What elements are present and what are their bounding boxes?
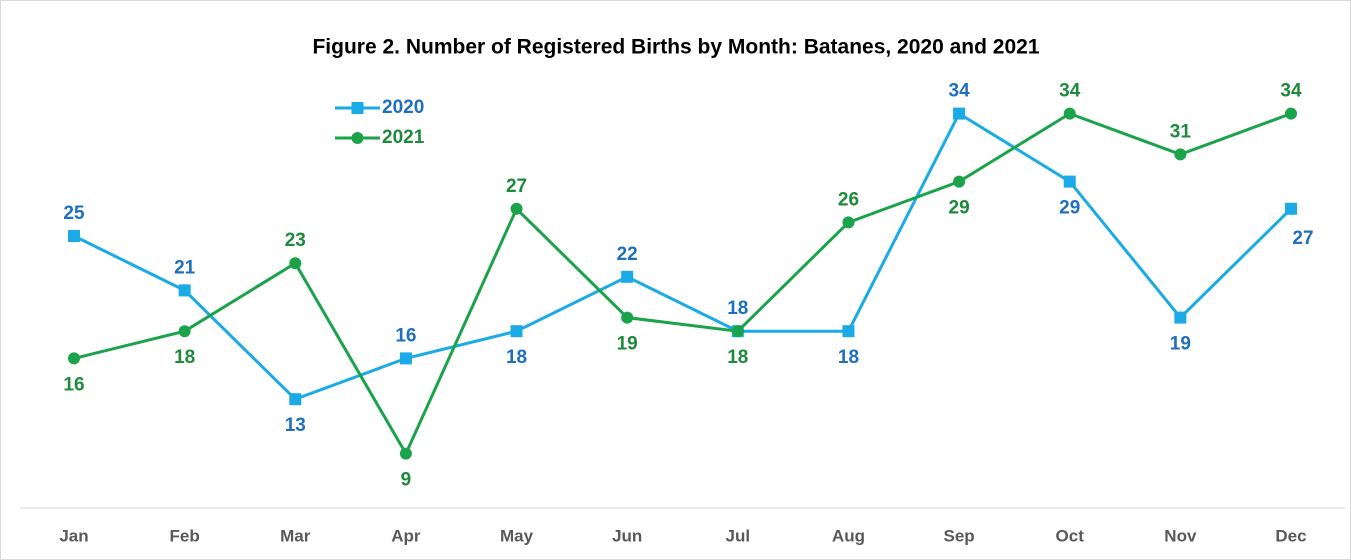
x-tick-label: Oct — [1056, 526, 1085, 545]
marker — [68, 230, 80, 242]
data-label: 9 — [401, 470, 412, 491]
data-label: 25 — [63, 203, 85, 224]
x-tick-label: Jul — [726, 526, 751, 545]
data-label: 29 — [1059, 198, 1080, 219]
data-label: 23 — [285, 230, 306, 251]
data-label: 19 — [1170, 334, 1191, 355]
marker — [731, 325, 744, 338]
x-tick-label: Sep — [943, 526, 974, 545]
data-label: 27 — [506, 176, 527, 197]
marker — [1174, 148, 1187, 161]
data-label: 16 — [63, 374, 84, 395]
marker — [621, 270, 634, 283]
chart-title: Figure 2. Number of Registered Births by… — [312, 36, 1039, 59]
marker — [1063, 175, 1076, 188]
data-label: 18 — [727, 298, 748, 319]
x-tick-label: Jun — [612, 526, 642, 545]
data-label: 34 — [949, 81, 971, 102]
x-tick-label: Aug — [832, 526, 865, 545]
marker — [953, 175, 966, 188]
marker — [178, 284, 191, 297]
marker — [289, 257, 302, 270]
series-line — [73, 111, 1293, 401]
legend-marker — [351, 132, 364, 144]
data-label: 22 — [617, 244, 638, 265]
data-label: 29 — [949, 198, 970, 219]
legend-label: 2020 — [382, 97, 424, 118]
x-tick-label: Dec — [1275, 526, 1306, 545]
marker — [1063, 107, 1076, 120]
data-label: 18 — [838, 347, 859, 368]
data-label: 34 — [1280, 81, 1302, 102]
marker — [178, 325, 191, 338]
marker — [1285, 202, 1297, 215]
marker — [399, 352, 412, 365]
marker — [842, 325, 855, 338]
marker — [510, 202, 523, 215]
data-label: 31 — [1170, 121, 1192, 142]
data-label: 18 — [174, 347, 195, 368]
legend-marker — [351, 102, 364, 114]
marker — [399, 447, 412, 460]
x-tick-label: Mar — [280, 526, 311, 545]
x-tick-label: Apr — [391, 526, 421, 545]
x-tick-label: Nov — [1164, 526, 1197, 545]
marker — [510, 325, 523, 338]
marker — [68, 352, 80, 365]
data-label: 26 — [838, 189, 859, 210]
series-line — [73, 111, 1292, 457]
marker — [289, 393, 302, 406]
data-label: 18 — [506, 347, 527, 368]
marker — [1174, 311, 1187, 324]
data-label: 34 — [1059, 81, 1081, 102]
marker — [1285, 107, 1297, 120]
marker — [953, 107, 966, 120]
x-tick-label: Feb — [170, 526, 200, 545]
legend-label: 2021 — [382, 127, 425, 148]
data-label: 13 — [285, 415, 306, 436]
data-label: 27 — [1292, 228, 1313, 249]
data-label: 16 — [395, 325, 416, 346]
marker — [621, 311, 634, 324]
data-label: 21 — [174, 257, 196, 278]
data-label: 19 — [617, 334, 638, 355]
data-label: 18 — [727, 347, 748, 368]
x-tick-label: Jan — [59, 526, 88, 545]
marker — [842, 216, 855, 229]
x-tick-label: May — [500, 526, 534, 545]
